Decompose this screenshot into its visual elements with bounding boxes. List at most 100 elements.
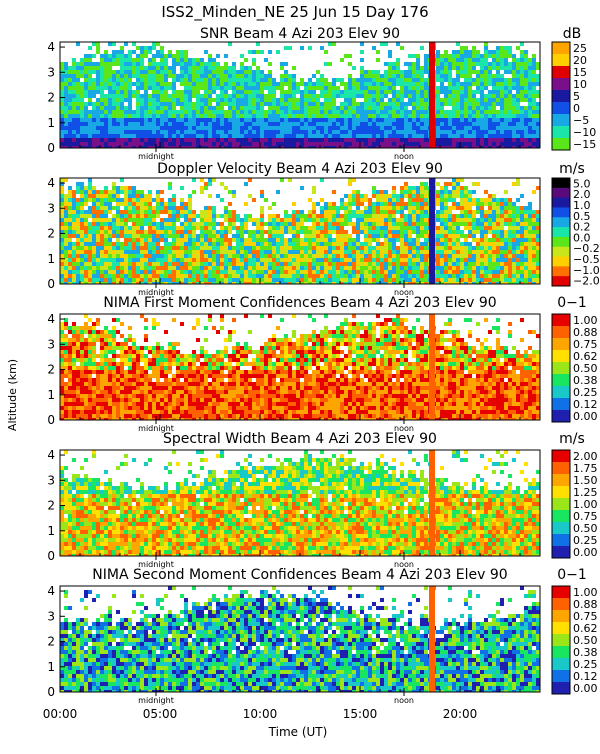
x-tick-label: 05:00: [143, 707, 178, 721]
colorbar-swatch: [552, 362, 570, 375]
colorbar-swatch: [552, 646, 570, 659]
colorbar-5: 1.000.880.750.620.500.380.250.120.00: [552, 586, 598, 695]
colorbar-swatch: [552, 386, 570, 399]
panel-title-2: Doppler Velocity Beam 4 Azi 203 Elev 90: [157, 161, 443, 177]
panel-title-1: SNR Beam 4 Azi 203 Elev 90: [200, 26, 400, 42]
colorbar-label: 0.00: [573, 546, 598, 559]
colorbar-swatch: [552, 54, 570, 67]
y-tick-label: 2: [47, 499, 55, 513]
colorbar-swatch: [552, 682, 570, 695]
y-tick-label: 4: [47, 176, 55, 190]
x-axis-label: Time (UT): [268, 725, 328, 739]
y-tick-label: 0: [47, 685, 55, 699]
y-tick-label: 1: [47, 116, 55, 130]
colorbar-swatch: [552, 610, 570, 623]
y-tick-label: 2: [47, 227, 55, 241]
panel-title-4: Spectral Width Beam 4 Azi 203 Elev 90: [163, 431, 437, 447]
colorbar-swatch: [552, 42, 570, 55]
colorbar-swatch: [552, 207, 570, 217]
colorbar-3: 1.000.880.750.620.500.380.250.120.00: [552, 314, 598, 423]
y-tick-label: 3: [47, 609, 55, 623]
y-tick-label: 2: [47, 91, 55, 105]
colorbar-swatch: [552, 257, 570, 267]
panel-title-3: NIMA First Moment Confidences Beam 4 Azi…: [103, 295, 496, 311]
y-tick-label: 2: [47, 635, 55, 649]
y-tick-label: 1: [47, 660, 55, 674]
colorbar-swatch: [552, 314, 570, 327]
y-tick-label: 4: [47, 40, 55, 54]
colorbar-swatch: [552, 78, 570, 91]
panel-units-1: dB: [563, 26, 582, 42]
colorbar-swatch: [552, 350, 570, 363]
panel-units-4: m/s: [559, 431, 585, 447]
colorbar-swatch: [552, 247, 570, 257]
colorbar-swatch: [552, 66, 570, 79]
colorbar-swatch: [552, 237, 570, 247]
colorbar-swatch: [552, 522, 570, 535]
colorbar-swatch: [552, 90, 570, 103]
colorbar-swatch: [552, 188, 570, 198]
colorbar-label: 0.00: [573, 410, 598, 423]
colorbar-swatch: [552, 486, 570, 499]
colorbar-swatch: [552, 546, 570, 559]
y-tick-label: 4: [47, 584, 55, 598]
colorbar-swatch: [552, 510, 570, 523]
marker-label-midnight: midnight: [138, 696, 174, 705]
heatmap-field-3: [60, 314, 540, 422]
colorbar-swatch: [552, 126, 570, 139]
marker-label-midnight: midnight: [138, 152, 174, 161]
y-tick-label: 4: [47, 448, 55, 462]
chart-header-title: ISS2_Minden_NE 25 Jun 15 Day 176: [161, 3, 428, 22]
colorbar-swatch: [552, 462, 570, 475]
colorbar-swatch: [552, 138, 570, 151]
colorbar-swatch: [552, 474, 570, 487]
y-tick-label: 3: [47, 65, 55, 79]
y-tick-label: 0: [47, 549, 55, 563]
panel-1: 0 1 2 3 4 midnight noon SNR Beam 4 Azi 203 Elev…: [47, 26, 596, 161]
marker-label-noon: noon: [394, 152, 414, 161]
colorbar-swatch: [552, 658, 570, 671]
x-tick-label: 00:00: [43, 707, 78, 721]
y-tick-label: 0: [47, 413, 55, 427]
colorbar-label: −15: [573, 138, 596, 151]
heatmap-field-1: [60, 42, 540, 150]
colorbar-2: 5.02.01.00.50.20.0−0.2−0.5−1.0−2.0: [552, 177, 600, 287]
panel-units-5: 0−1: [557, 567, 587, 583]
y-tick-label: 0: [47, 141, 55, 155]
x-tick-labels: 00:00 05:00 10:00 15:00 20:00: [43, 707, 478, 721]
x-tick-label: 10:00: [243, 707, 278, 721]
colorbar-swatch: [552, 598, 570, 611]
x-tick-label: 20:00: [443, 707, 478, 721]
colorbar-swatch: [552, 586, 570, 599]
colorbar-swatch: [552, 178, 570, 188]
colorbar-swatch: [552, 374, 570, 387]
colorbar-swatch: [552, 410, 570, 423]
y-tick-label: 1: [47, 524, 55, 538]
colorbar-4: 2.001.751.501.251.000.750.500.250.00: [552, 450, 598, 559]
x-tick-label: 15:00: [343, 707, 378, 721]
colorbar-swatch: [552, 326, 570, 339]
heatmap-field-5: [60, 586, 540, 694]
colorbar-swatch: [552, 398, 570, 411]
y-tick-label: 3: [47, 337, 55, 351]
colorbar-swatch: [552, 450, 570, 463]
marker-label-noon: noon: [394, 696, 414, 705]
panels-layer: 0 1 2 3 4 midnight noon SNR Beam 4 Azi 203 Elev…: [47, 26, 599, 705]
colorbar-swatch: [552, 102, 570, 115]
y-tick-label: 0: [47, 277, 55, 291]
y-tick-label: 3: [47, 473, 55, 487]
colorbar-swatch: [552, 338, 570, 351]
y-tick-label: 4: [47, 312, 55, 326]
colorbar-label: 0.00: [573, 682, 598, 695]
colorbar-swatch: [552, 198, 570, 208]
colorbar-swatch: [552, 266, 570, 276]
colorbar-swatch: [552, 227, 570, 237]
panel-units-2: m/s: [559, 161, 585, 177]
colorbar-swatch: [552, 670, 570, 683]
